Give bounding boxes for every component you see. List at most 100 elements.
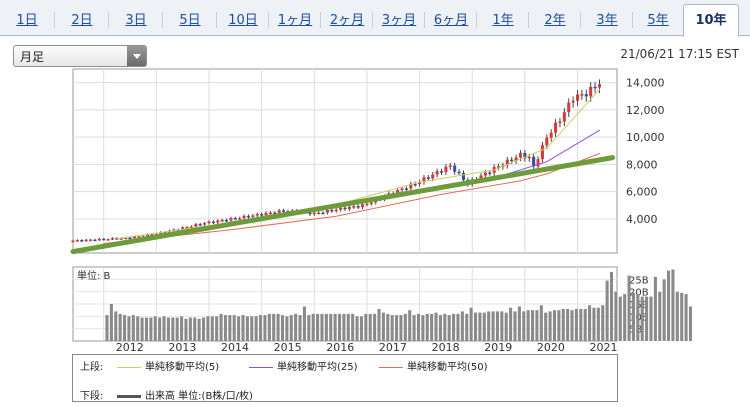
tab-10年[interactable]: 10年 xyxy=(683,4,739,37)
volume-bar xyxy=(640,296,644,341)
candle-body xyxy=(523,153,527,159)
volume-bar xyxy=(215,316,219,341)
candle-body xyxy=(584,94,588,97)
tab-separator xyxy=(320,12,321,28)
candle-body xyxy=(558,121,562,123)
candle-body xyxy=(185,227,189,229)
chevron-down-icon[interactable] xyxy=(127,46,146,66)
x-tick-label: 2020 xyxy=(537,341,565,354)
tab-1ヶ月[interactable]: 1ヶ月 xyxy=(277,13,313,28)
volume-bar xyxy=(324,313,328,341)
ma50-line xyxy=(103,153,600,244)
candle-body xyxy=(246,215,251,218)
candle-body xyxy=(282,210,286,212)
volume-bar xyxy=(636,294,640,341)
volume-bar xyxy=(509,307,513,341)
volume-bar xyxy=(368,313,372,341)
tab-separator xyxy=(476,12,477,28)
candle-body xyxy=(422,177,426,183)
volume-bar xyxy=(123,315,127,341)
y-tick-label: 8,000 xyxy=(626,158,658,171)
volume-bar xyxy=(596,307,600,341)
volume-bar xyxy=(605,280,609,341)
volume-bar xyxy=(342,313,346,341)
volume-bar xyxy=(298,315,302,341)
volume-bar xyxy=(548,311,552,341)
candle-body xyxy=(146,234,150,237)
candle-body xyxy=(207,221,211,224)
tab-2日[interactable]: 2日 xyxy=(71,13,93,28)
candle-body xyxy=(497,166,501,168)
candle-body xyxy=(242,215,246,219)
volume-bar xyxy=(201,317,206,341)
volume-bar xyxy=(425,313,429,341)
volume-bar xyxy=(316,313,320,341)
candle-body xyxy=(426,177,430,179)
last-updated-timestamp: 21/06/21 17:15 EST xyxy=(620,47,739,61)
candle-body xyxy=(321,212,325,215)
volume-bar xyxy=(513,311,517,341)
tab-10日[interactable]: 10日 xyxy=(228,13,258,28)
volume-swatch xyxy=(117,394,141,398)
volume-bar xyxy=(241,315,245,341)
volume-bar xyxy=(649,296,653,341)
volume-bar xyxy=(206,316,210,341)
volume-bar xyxy=(438,315,442,341)
volume-bar xyxy=(381,312,385,341)
volume-bar xyxy=(109,304,113,341)
volume-bar xyxy=(592,307,596,341)
tab-separator xyxy=(162,12,163,28)
tab-1日[interactable]: 1日 xyxy=(16,13,38,28)
candle-body xyxy=(545,137,549,146)
volume-bar xyxy=(416,313,421,341)
volume-y-tick-label: 20B xyxy=(629,288,649,299)
volume-bar xyxy=(320,313,324,341)
tab-5日[interactable]: 5日 xyxy=(179,13,201,28)
x-tick-label: 2015 xyxy=(274,341,302,354)
volume-bar xyxy=(531,310,535,341)
volume-bar xyxy=(219,313,223,341)
volume-bar xyxy=(623,294,627,341)
tab-separator xyxy=(528,12,529,28)
tab-6ヶ月[interactable]: 6ヶ月 xyxy=(433,13,469,28)
volume-bar xyxy=(197,318,201,341)
tab-5年[interactable]: 5年 xyxy=(647,13,669,28)
price-plot-area xyxy=(72,68,618,254)
volume-bar xyxy=(526,310,530,341)
volume-bar xyxy=(517,306,521,341)
candle-body xyxy=(580,94,584,96)
candle-body xyxy=(330,209,334,212)
tab-2年[interactable]: 2年 xyxy=(544,13,566,28)
volume-bar xyxy=(329,313,333,341)
volume-bar xyxy=(276,313,280,341)
volume-bar xyxy=(460,311,464,341)
volume-bar xyxy=(570,310,574,341)
x-tick-label: 2021 xyxy=(590,341,618,354)
y-tick-label: 12,000 xyxy=(626,104,665,117)
candle-body xyxy=(448,165,452,168)
tab-1年[interactable]: 1年 xyxy=(492,13,514,28)
volume-bar xyxy=(280,315,285,341)
volume-bar xyxy=(254,316,258,341)
tab-3日[interactable]: 3日 xyxy=(125,13,147,28)
volume-bar xyxy=(653,276,657,341)
candle-body xyxy=(431,174,435,179)
volume-bar xyxy=(272,313,276,341)
tab-3年[interactable]: 3年 xyxy=(596,13,618,28)
candle-body xyxy=(89,239,93,242)
volume-bar xyxy=(149,317,153,341)
chart-interval-select[interactable]: 月足 xyxy=(13,45,147,67)
candle-body xyxy=(102,238,106,241)
ma50-swatch xyxy=(379,366,403,368)
legend-volume-label: 出来高 単位:(B株/口/枚) xyxy=(145,391,253,402)
candle-body xyxy=(137,236,141,238)
candle-body xyxy=(597,84,601,88)
candle-body xyxy=(365,203,369,206)
volume-bar xyxy=(184,318,188,341)
candle-body xyxy=(268,212,272,215)
tab-2ヶ月[interactable]: 2ヶ月 xyxy=(329,13,365,28)
candle-body xyxy=(251,215,255,218)
volume-bar xyxy=(403,313,407,341)
tab-3ヶ月[interactable]: 3ヶ月 xyxy=(381,13,417,28)
volume-bar xyxy=(408,310,412,341)
